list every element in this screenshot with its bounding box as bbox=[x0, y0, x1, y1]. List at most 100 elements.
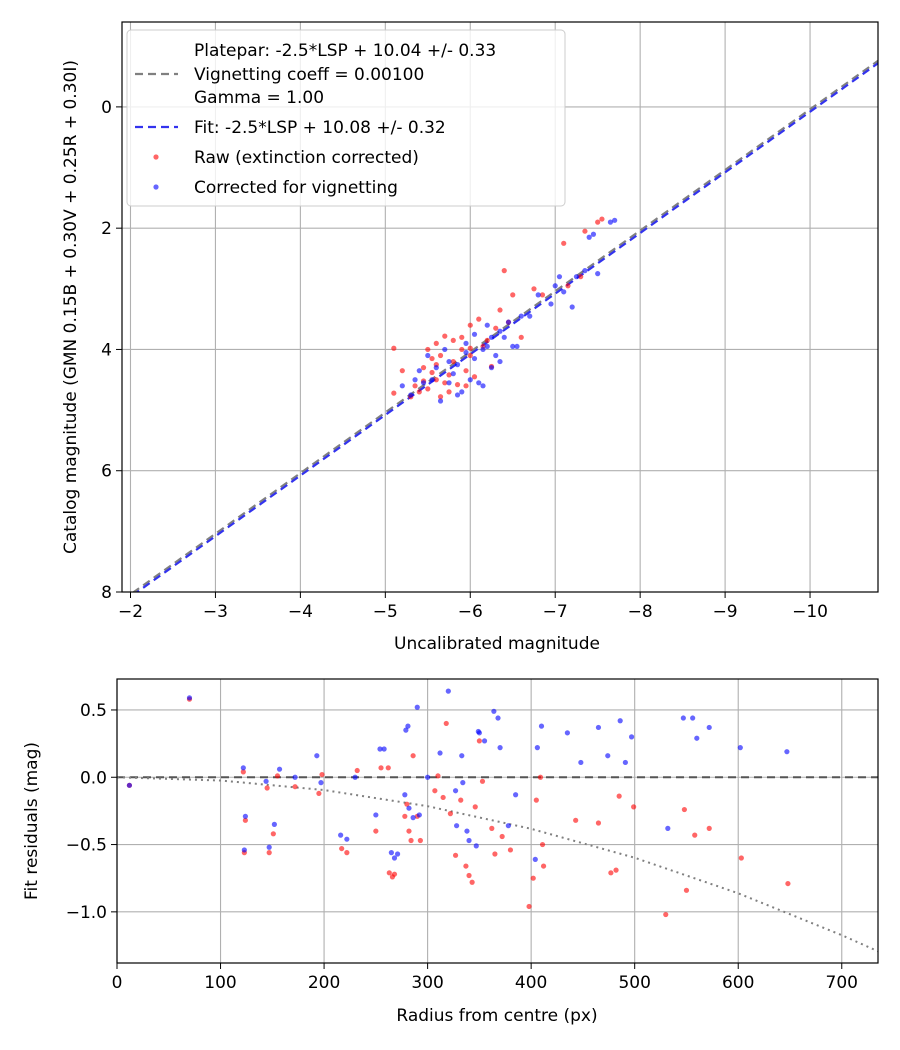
y-tick-label: 4 bbox=[101, 340, 112, 360]
corrected-point bbox=[586, 234, 592, 240]
magnitude-scatter-plot: −2 −3 −4 −5 −6 −7 −8 −9 −10 0 2 4 6 8 Uncalibrated m… bbox=[61, 21, 879, 654]
x-tick-label: 300 bbox=[411, 973, 443, 993]
legend-gamma-label: Gamma = 1.00 bbox=[194, 88, 324, 108]
legend-fit-label: Fit: -2.5*LSP + 10.08 +/- 0.32 bbox=[194, 118, 446, 138]
raw-point bbox=[450, 358, 456, 365]
corrected-point bbox=[425, 352, 431, 359]
corrected-point bbox=[694, 735, 700, 741]
fit-line bbox=[135, 62, 878, 592]
corrected-point bbox=[491, 708, 497, 714]
raw-point bbox=[463, 863, 469, 869]
corrected-point bbox=[488, 334, 495, 340]
corrected-point bbox=[399, 383, 405, 389]
raw-point bbox=[270, 831, 276, 837]
corrected-point bbox=[416, 368, 422, 374]
raw-point bbox=[466, 872, 472, 879]
raw-point bbox=[354, 767, 360, 774]
corrected-point bbox=[314, 753, 320, 759]
corrected-point bbox=[514, 343, 520, 350]
bottom-y-ticks: 0.5 0.0 −0.5 −1.0 bbox=[66, 701, 117, 923]
corrected-point bbox=[416, 812, 422, 818]
corrected-point bbox=[463, 349, 469, 356]
corrected-point bbox=[242, 813, 248, 819]
corrected-point bbox=[425, 774, 431, 780]
raw-point bbox=[402, 813, 408, 819]
corrected-point bbox=[381, 746, 387, 752]
y-tick-label: 8 bbox=[101, 583, 112, 603]
raw-point bbox=[497, 307, 503, 313]
top-x-axis-label: Uncalibrated magnitude bbox=[394, 634, 600, 654]
corrected-point bbox=[505, 823, 511, 829]
raw-point bbox=[316, 790, 322, 797]
corrected-point bbox=[480, 346, 486, 353]
x-tick-label: −6 bbox=[458, 602, 483, 622]
corrected-point bbox=[484, 322, 490, 328]
legend-raw-marker bbox=[153, 154, 159, 160]
raw-point bbox=[537, 774, 544, 780]
legend-platepar-label: Platepar: -2.5*LSP + 10.04 +/- 0.33 bbox=[194, 41, 496, 61]
legend-corrected-label: Corrected for vignetting bbox=[194, 178, 398, 198]
corrected-point bbox=[538, 723, 545, 729]
legend-vignetting-label: Vignetting coeff = 0.00100 bbox=[194, 65, 424, 85]
corrected-point bbox=[263, 778, 269, 784]
raw-point bbox=[391, 390, 397, 396]
corrected-point bbox=[437, 398, 444, 404]
raw-point bbox=[608, 870, 614, 876]
raw-point bbox=[683, 887, 690, 893]
corrected-point bbox=[548, 301, 554, 307]
x-tick-label: 600 bbox=[722, 973, 754, 993]
y-tick-label: 2 bbox=[101, 219, 112, 239]
corrected-point bbox=[377, 746, 383, 752]
raw-point bbox=[378, 765, 384, 771]
raw-point bbox=[510, 292, 516, 298]
raw-point bbox=[501, 268, 507, 274]
raw-point bbox=[582, 228, 588, 234]
raw-point bbox=[493, 325, 499, 331]
corrected-point bbox=[408, 392, 414, 398]
corrected-point bbox=[402, 792, 408, 798]
raw-point bbox=[266, 850, 272, 856]
raw-point bbox=[435, 773, 441, 779]
raw-point bbox=[539, 841, 546, 848]
x-tick-label: −2 bbox=[118, 602, 143, 622]
raw-point bbox=[681, 806, 687, 813]
raw-point bbox=[412, 383, 418, 389]
corrected-point bbox=[433, 365, 439, 371]
raw-point bbox=[373, 828, 379, 834]
x-tick-label: 200 bbox=[308, 973, 340, 993]
corrected-point bbox=[513, 792, 519, 798]
corrected-point bbox=[454, 823, 460, 829]
x-tick-label: 500 bbox=[618, 973, 650, 993]
top-x-ticks: −2 −3 −4 −5 −6 −7 −8 −9 −10 bbox=[118, 592, 828, 622]
vignetting-model-line bbox=[117, 776, 878, 953]
y-tick-label: 6 bbox=[101, 462, 112, 482]
y-tick-label: −1.0 bbox=[66, 903, 107, 923]
corrected-point bbox=[590, 231, 597, 237]
raw-point bbox=[507, 847, 514, 853]
corrected-point bbox=[495, 715, 501, 721]
corrected-point bbox=[480, 383, 486, 389]
raw-point bbox=[471, 374, 478, 380]
raw-point bbox=[442, 333, 448, 339]
corrected-point bbox=[420, 380, 427, 386]
corrected-point bbox=[442, 346, 448, 353]
raw-point bbox=[292, 784, 298, 790]
raw-point bbox=[433, 377, 439, 383]
corrected-point bbox=[394, 851, 401, 857]
corrected-point bbox=[561, 289, 567, 295]
corrected-point bbox=[497, 745, 503, 751]
raw-point bbox=[344, 850, 350, 856]
corrected-point bbox=[552, 283, 558, 289]
corrected-point bbox=[391, 855, 398, 861]
corrected-point bbox=[186, 695, 193, 701]
corrected-point bbox=[493, 352, 499, 359]
corrected-point bbox=[292, 774, 298, 780]
raw-point bbox=[240, 769, 246, 775]
raw-point bbox=[404, 801, 410, 807]
legend-corrected-marker bbox=[153, 184, 159, 190]
raw-point bbox=[417, 837, 423, 844]
raw-point bbox=[467, 322, 473, 328]
corrected-point bbox=[569, 304, 575, 310]
raw-point bbox=[499, 833, 505, 840]
raw-point bbox=[573, 817, 579, 823]
